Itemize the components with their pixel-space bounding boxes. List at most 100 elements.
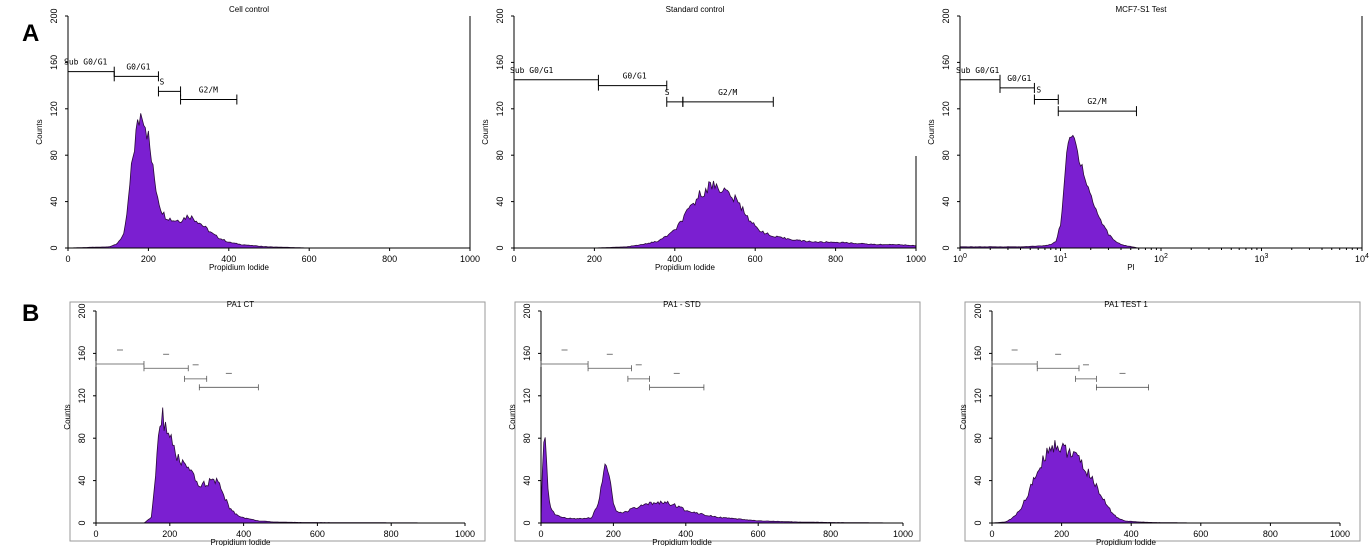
x-tick-label: 800 bbox=[1263, 529, 1278, 539]
histogram-series bbox=[96, 407, 465, 524]
y-tick-label: 200 bbox=[77, 303, 87, 318]
y-tick-label: 120 bbox=[495, 101, 505, 116]
y-tick-label: 200 bbox=[495, 8, 505, 23]
x-tick-label: 104 bbox=[1355, 253, 1369, 264]
y-tick-label: 40 bbox=[495, 197, 505, 207]
x-tick-label: 800 bbox=[823, 529, 838, 539]
x-tick-label: 100 bbox=[953, 253, 967, 264]
chart-B3: 0 40 80 120 160 200 0 200 400 600 800 1000 Propidium… bbox=[959, 300, 1361, 546]
chart-title: Cell control bbox=[229, 5, 269, 14]
y-tick-label: 40 bbox=[77, 476, 87, 486]
y-tick-label: 120 bbox=[941, 101, 951, 116]
y-tick-label: 40 bbox=[49, 197, 59, 207]
x-axis-label: PI bbox=[1127, 263, 1135, 272]
y-tick-label: 200 bbox=[522, 303, 532, 318]
chart-title: PA1 TEST 1 bbox=[1104, 300, 1148, 309]
x-tick-label: 1000 bbox=[906, 254, 926, 264]
y-tick-label: 120 bbox=[522, 388, 532, 403]
gate-label: G0/G1 bbox=[1007, 74, 1031, 83]
x-tick-label: 800 bbox=[828, 254, 843, 264]
chart-title: Standard control bbox=[666, 5, 725, 14]
y-tick-label: 160 bbox=[495, 55, 505, 70]
x-tick-label: 0 bbox=[65, 254, 70, 264]
x-tick-label: 0 bbox=[511, 254, 516, 264]
x-tick-label: 102 bbox=[1154, 253, 1168, 264]
histogram-series bbox=[959, 134, 1362, 249]
y-tick-label: 80 bbox=[49, 150, 59, 160]
y-tick-label: 40 bbox=[522, 476, 532, 486]
y-tick-label: 160 bbox=[941, 55, 951, 70]
chart-title: PA1 - STD bbox=[663, 300, 701, 309]
row-label-a: A bbox=[22, 20, 40, 47]
gate-label: S bbox=[665, 88, 670, 97]
x-tick-label: 600 bbox=[748, 254, 763, 264]
x-axis-label: Propidium Iodide bbox=[209, 263, 270, 272]
y-tick-label: 160 bbox=[49, 55, 59, 70]
gate-label: G2/M bbox=[199, 86, 218, 95]
y-tick-label: 200 bbox=[941, 8, 951, 23]
panel-frame bbox=[514, 301, 921, 542]
y-tick-label: 200 bbox=[973, 303, 983, 318]
x-tick-label: 101 bbox=[1054, 253, 1068, 264]
y-tick-label: 120 bbox=[973, 388, 983, 403]
y-axis-label: Counts bbox=[927, 119, 936, 144]
y-tick-label: 80 bbox=[495, 150, 505, 160]
x-tick-label: 400 bbox=[678, 529, 693, 539]
x-tick-label: 600 bbox=[751, 529, 766, 539]
gate-label: G0/G1 bbox=[126, 62, 150, 71]
x-axis-label: Propidium Iodide bbox=[1096, 538, 1157, 546]
panel-frame bbox=[69, 301, 486, 542]
histogram-series bbox=[68, 113, 470, 249]
y-tick-label: 0 bbox=[522, 520, 532, 525]
y-tick-label: 160 bbox=[522, 346, 532, 361]
gate-label: Sub G0/G1 bbox=[510, 66, 554, 75]
gate-label: G2/M bbox=[1087, 97, 1106, 106]
chart-B2: 0 40 80 120 160 200 0 200 400 600 800 1000 Propidium… bbox=[508, 300, 921, 546]
chart-A2: 0 40 80 120 160 200 0 200 400 600 800 1000 Propidium… bbox=[481, 5, 926, 272]
x-tick-label: 0 bbox=[989, 529, 994, 539]
y-axis-label: Counts bbox=[959, 404, 968, 429]
x-axis-label: Propidium Iodide bbox=[655, 263, 716, 272]
y-tick-label: 80 bbox=[77, 433, 87, 443]
y-tick-label: 0 bbox=[495, 245, 505, 250]
y-tick-label: 80 bbox=[941, 150, 951, 160]
x-tick-label: 200 bbox=[162, 529, 177, 539]
chart-B1: 0 40 80 120 160 200 0 200 400 600 800 1000 Propidium… bbox=[63, 300, 486, 546]
gate-label: S bbox=[1036, 86, 1041, 95]
x-tick-label: 400 bbox=[667, 254, 682, 264]
x-tick-label: 600 bbox=[1193, 529, 1208, 539]
y-tick-label: 120 bbox=[49, 101, 59, 116]
chart-title: PA1 CT bbox=[227, 300, 255, 309]
y-tick-label: 0 bbox=[973, 520, 983, 525]
x-tick-label: 400 bbox=[236, 529, 251, 539]
x-tick-label: 0 bbox=[93, 529, 98, 539]
histogram-series bbox=[540, 437, 903, 524]
x-tick-label: 0 bbox=[538, 529, 543, 539]
gate-label: Sub G0/G1 bbox=[64, 58, 108, 67]
x-tick-label: 1000 bbox=[455, 529, 475, 539]
x-tick-label: 1000 bbox=[893, 529, 913, 539]
gate-label: Sub G0/G1 bbox=[956, 66, 1000, 75]
chart-A3: 0 40 80 120 160 200 100 101 102 103 104 PI Counts MCF… bbox=[927, 5, 1369, 272]
y-tick-label: 120 bbox=[77, 388, 87, 403]
histogram-series bbox=[514, 180, 917, 249]
y-tick-label: 160 bbox=[77, 346, 87, 361]
gate-label: G0/G1 bbox=[623, 72, 647, 81]
y-axis-label: Counts bbox=[63, 404, 72, 429]
y-axis-label: Counts bbox=[508, 404, 517, 429]
x-tick-label: 1000 bbox=[460, 254, 480, 264]
x-tick-label: 200 bbox=[606, 529, 621, 539]
y-axis-label: Counts bbox=[35, 119, 44, 144]
y-tick-label: 40 bbox=[941, 197, 951, 207]
x-tick-label: 103 bbox=[1255, 253, 1269, 264]
x-tick-label: 200 bbox=[1054, 529, 1069, 539]
panel-frame bbox=[964, 301, 1361, 542]
y-axis-label: Counts bbox=[481, 119, 490, 144]
histogram-series bbox=[991, 440, 1340, 524]
y-tick-label: 80 bbox=[973, 433, 983, 443]
x-tick-label: 800 bbox=[384, 529, 399, 539]
row-label-b: B bbox=[22, 300, 40, 327]
gate-label: G2/M bbox=[718, 88, 737, 97]
y-tick-label: 40 bbox=[973, 476, 983, 486]
